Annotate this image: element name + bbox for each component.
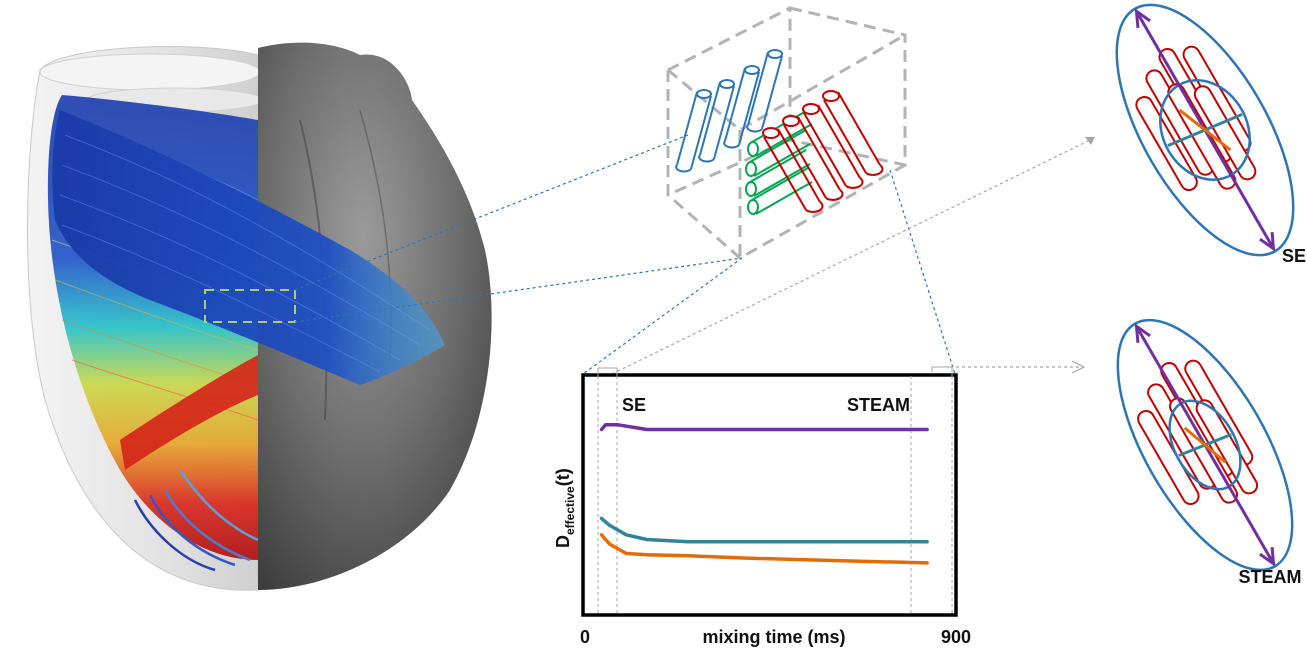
steam-primary-arrowhead-bottom: [1259, 547, 1276, 567]
green-cylinders: [745, 109, 813, 215]
x-axis-min: 0: [580, 627, 590, 647]
arrowhead-steam: [1071, 360, 1086, 374]
red-cylinder: [822, 90, 884, 176]
series-line-0: [599, 423, 929, 432]
se-red-cylinders: [1135, 45, 1257, 192]
green-cylinder: [745, 129, 811, 177]
y-axis-label-main: D: [553, 535, 573, 548]
steam-primary-arrowhead-top: [1134, 323, 1151, 343]
x-axis-label: mixing time (ms): [702, 627, 845, 647]
series-line-2: [599, 533, 929, 565]
voxel-box: [666, 6, 907, 260]
se-ellipsoid-diagram: [1115, 3, 1295, 257]
hull-top: [39, 53, 261, 91]
voxel-front: [666, 6, 906, 260]
y-axis-label-tail: (t): [553, 468, 573, 486]
se-tertiary-axis: [1178, 108, 1232, 152]
red-cylinder: [782, 115, 844, 201]
steam-red-cylinders: [1137, 359, 1259, 506]
heart-illustration: [27, 42, 492, 591]
blue-cylinder: [698, 79, 735, 163]
blue-cylinder: [675, 89, 712, 173]
steam-bracket: [931, 366, 953, 376]
time-window-lines: [597, 376, 953, 614]
lower-fiber-arcs: [133, 469, 259, 572]
roi-to-voxel-top: [294, 134, 689, 291]
connector-lines: [294, 134, 1091, 375]
voxel-to-plot-right: [889, 169, 956, 375]
arrowhead-se: [1085, 137, 1095, 145]
chart-series: [599, 423, 929, 565]
chart-label-steam: STEAM: [847, 395, 910, 415]
red-fibers: [120, 355, 258, 470]
steam-ellipsoid-diagram: [1116, 318, 1294, 572]
green-cylinder: [747, 167, 813, 215]
red-cylinder: [762, 127, 824, 213]
red-cylinders: [762, 90, 884, 213]
series-line-1: [599, 516, 929, 544]
voxel-to-plot-left: [582, 257, 743, 375]
steam-ellipsoid-label: STEAM: [1239, 567, 1302, 587]
se-bracket: [597, 367, 618, 376]
blue-cylinder: [746, 49, 783, 133]
steam-tertiary-axis: [1183, 426, 1227, 464]
plot-frame: [581, 373, 958, 617]
se-primary-arrowhead-top: [1134, 8, 1151, 28]
roi-box: [204, 289, 296, 323]
se-ellipsoid-label: SE: [1282, 246, 1306, 266]
chart-label-se: SE: [622, 395, 646, 415]
fiber-band: [52, 110, 445, 385]
plot-to-se-ellipsoid: [611, 139, 1091, 375]
blue-cylinder: [723, 65, 760, 149]
x-axis-max: 900: [941, 627, 971, 647]
se-primary-arrowhead-bottom: [1259, 232, 1276, 252]
red-cylinder: [802, 103, 864, 189]
y-axis-label: Deffective(t): [553, 468, 577, 548]
y-axis-label-sub: effective: [563, 486, 577, 535]
fiber-band-streaks: [59, 134, 431, 373]
blue-cylinders: [675, 49, 783, 173]
diffusion-chart: SE STEAM 0 900 mixing time (ms) Deffecti…: [553, 366, 971, 647]
